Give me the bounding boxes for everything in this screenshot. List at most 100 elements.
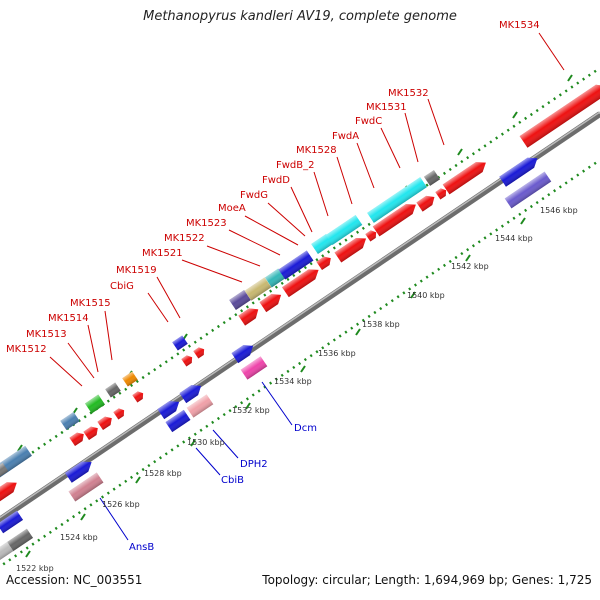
- gene-label-mk1512: MK1512: [6, 344, 47, 355]
- tick-label-1536: 1536 kbp: [318, 349, 356, 358]
- reverse-gene-labels: AnsB CbiB DPH2 Dcm: [129, 423, 317, 553]
- gene-label-ansb: AnsB: [129, 542, 154, 553]
- gene-arrow-fwdd[interactable]: [334, 234, 370, 263]
- gene-box-mk1514[interactable]: [85, 394, 105, 414]
- tick-label-1540: 1540 kbp: [407, 291, 445, 300]
- gene-label-mk1515: MK1515: [70, 298, 111, 309]
- tick-label-1522: 1522 kbp: [16, 564, 54, 573]
- label-leaders: [49, 32, 565, 541]
- gene-arrow-cbib-a[interactable]: [157, 397, 183, 420]
- gene-arrow-ansb-a[interactable]: [65, 457, 95, 483]
- genes-label: Genes:: [511, 573, 554, 587]
- tick-label-1532: 1532 kbp: [232, 406, 270, 415]
- gene-label-mk1519: MK1519: [116, 265, 157, 276]
- gene-arrow-mk1534[interactable]: [519, 80, 600, 148]
- tick-label-1534: 1534 kbp: [274, 377, 312, 386]
- gene-arrow-fwdb[interactable]: [365, 228, 378, 242]
- gene-box-dph2[interactable]: [186, 394, 214, 418]
- gene-features: [0, 80, 600, 563]
- gene-box-mk1531[interactable]: [423, 170, 441, 186]
- gene-arrow-moea[interactable]: [282, 265, 322, 298]
- gene-arrow-mk1512[interactable]: [69, 430, 86, 447]
- gene-arrow-mk1514[interactable]: [97, 414, 114, 431]
- gene-box-mk1522[interactable]: [244, 277, 272, 301]
- gene-arrow-mk1519-a[interactable]: [181, 353, 194, 367]
- accession-label: Accession:: [6, 573, 70, 587]
- gene-label-mk1532: MK1532: [388, 88, 429, 99]
- backbone-highlight: [0, 111, 600, 519]
- gene-label-fwdg: FwdG: [240, 190, 268, 201]
- gene-box-fwdg[interactable]: [311, 233, 333, 255]
- gene-box-cbib[interactable]: [165, 409, 191, 433]
- gene-arrow-cbig[interactable]: [132, 389, 145, 403]
- forward-gene-labels: MK1512 MK1513 MK1514 MK1515 CbiG MK1519 …: [6, 20, 540, 355]
- tick-label-1538: 1538 kbp: [362, 320, 400, 329]
- gene-box-mk1519[interactable]: [172, 335, 188, 351]
- gene-box-dcm[interactable]: [240, 356, 268, 380]
- gene-arrow-mk1521[interactable]: [238, 304, 261, 326]
- gene-label-mk1522: MK1522: [164, 233, 205, 244]
- gene-label-fwda: FwdA: [332, 131, 359, 142]
- gene-arrow-mk1519-b[interactable]: [193, 345, 206, 359]
- gene-arrow-fwda[interactable]: [372, 200, 420, 237]
- gene-box-fwdd[interactable]: [325, 214, 363, 246]
- gene-box-left-2[interactable]: [0, 462, 9, 482]
- gene-label-fwdb-2: FwdB_2: [276, 160, 315, 171]
- gene-box-mk1533[interactable]: [504, 171, 552, 209]
- gene-label-dcm: Dcm: [294, 423, 317, 434]
- gene-box-mk1512[interactable]: [60, 411, 80, 431]
- ruler-tick-labels: 1522 kbp 1524 kbp 1526 kbp 1528 kbp 1530…: [16, 206, 578, 573]
- gene-arrow-mk1533[interactable]: [499, 153, 541, 187]
- tick-label-1542: 1542 kbp: [451, 262, 489, 271]
- gene-arrow-mk1513[interactable]: [83, 424, 100, 441]
- gene-box-ansb[interactable]: [68, 472, 104, 502]
- accession-value: NC_003551: [73, 573, 143, 587]
- lower-ruler-ticks: [25, 217, 526, 558]
- tick-label-1546: 1546 kbp: [540, 206, 578, 215]
- gene-box-left-4[interactable]: [6, 528, 34, 552]
- gene-arrow-dcm-a[interactable]: [231, 341, 257, 364]
- gene-box-mk1521[interactable]: [229, 289, 251, 311]
- gene-box-left-5[interactable]: [0, 541, 14, 563]
- topology-value: circular: [322, 573, 367, 587]
- length-value: 1,694,969 bp: [423, 573, 504, 587]
- gene-arrow-left-1[interactable]: [0, 478, 20, 503]
- tick-label-1530: 1530 kbp: [187, 438, 225, 447]
- gene-box-cbig[interactable]: [122, 371, 138, 387]
- gene-label-mk1528: MK1528: [296, 145, 337, 156]
- gene-box-moea[interactable]: [278, 250, 314, 280]
- gene-label-cbib: CbiB: [221, 475, 244, 486]
- gene-box-mk1515[interactable]: [105, 382, 121, 398]
- tick-label-1544: 1544 kbp: [495, 234, 533, 243]
- gene-arrow-mk1531[interactable]: [435, 186, 448, 200]
- gene-label-mk1514: MK1514: [48, 313, 89, 324]
- gene-box-mk1523[interactable]: [265, 268, 285, 288]
- tick-label-1524: 1524 kbp: [60, 533, 98, 542]
- genome-stats-footer: Topology: circular; Length: 1,694,969 bp…: [262, 573, 592, 587]
- ruler-line-lower: [0, 158, 600, 568]
- gene-arrow-fwdg[interactable]: [316, 254, 333, 271]
- gene-arrow-cbib-b[interactable]: [179, 381, 205, 404]
- ruler-line-upper: [0, 66, 600, 476]
- genes-value: 1,725: [557, 573, 592, 587]
- gene-label-fwdc: FwdC: [355, 116, 382, 127]
- gene-label-fwdd: FwdD: [262, 175, 290, 186]
- gene-arrow-mk1532[interactable]: [442, 158, 490, 195]
- gene-label-moea: MoeA: [218, 203, 246, 214]
- gene-box-fwda[interactable]: [367, 177, 427, 223]
- gene-box-left-3[interactable]: [0, 510, 24, 534]
- gene-label-mk1521: MK1521: [142, 248, 183, 259]
- length-label: Length:: [374, 573, 421, 587]
- gene-arrow-mk1515[interactable]: [113, 406, 126, 420]
- gene-arrow-mk1522[interactable]: [259, 290, 285, 313]
- gene-arrow-fwdc[interactable]: [416, 192, 437, 212]
- gene-label-cbig: CbiG: [110, 281, 134, 292]
- tick-label-1528: 1528 kbp: [144, 469, 182, 478]
- genome-title: Methanopyrus kandleri AV19, complete gen…: [143, 9, 457, 24]
- gene-label-mk1534: MK1534: [499, 20, 540, 31]
- accession-footer: Accession: NC_003551: [6, 573, 142, 587]
- gene-label-dph2: DPH2: [240, 459, 268, 470]
- gene-label-mk1523: MK1523: [186, 218, 227, 229]
- tick-label-1526: 1526 kbp: [102, 500, 140, 509]
